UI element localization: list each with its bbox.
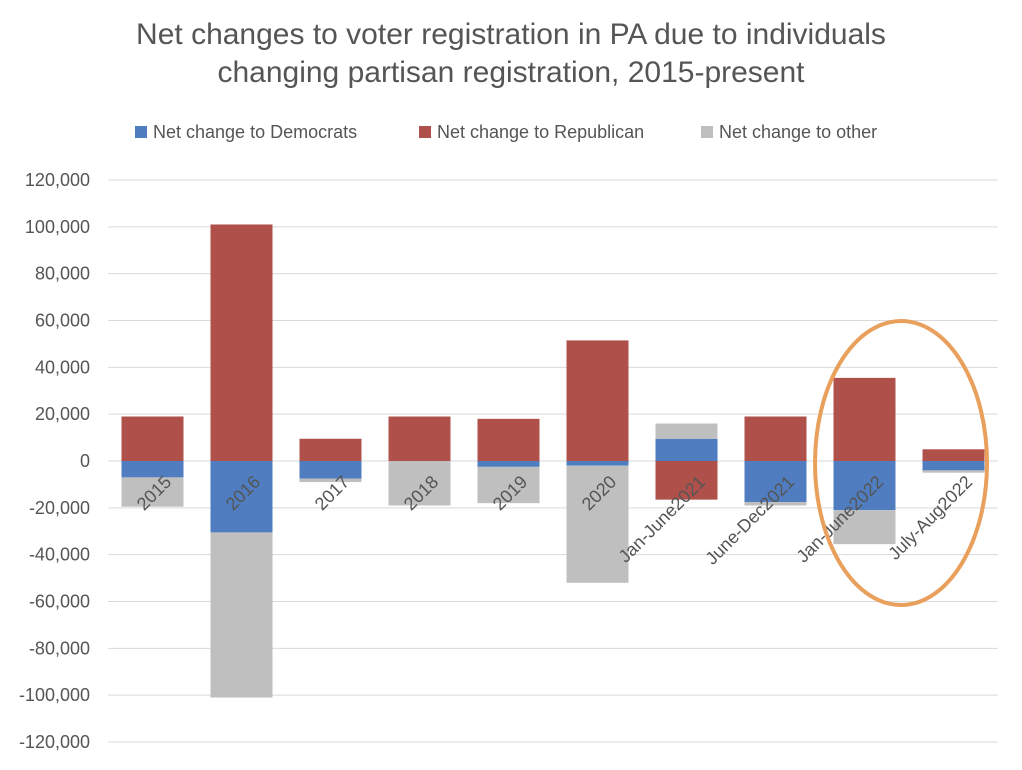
bar-other	[121, 477, 184, 507]
bar-republican	[566, 340, 629, 461]
annotations	[813, 319, 989, 607]
y-tick-label: -100,000	[19, 685, 90, 705]
legend-label-other: Net change to other	[719, 121, 878, 142]
legend-item-other: Net change to other	[701, 120, 877, 144]
bar-democrats	[744, 461, 807, 502]
bar-republican	[299, 438, 362, 461]
y-tick-label: -60,000	[29, 592, 90, 612]
bar-republican	[210, 224, 273, 461]
bar-republican	[744, 416, 807, 461]
legend-label-republican: Net change to Republican	[437, 121, 645, 142]
bar-other	[922, 470, 985, 473]
bar-republican	[655, 461, 718, 500]
y-tick-label: 80,000	[35, 264, 90, 284]
bar-other	[210, 532, 273, 698]
highlight-ellipse	[813, 319, 989, 607]
bar-republican	[388, 416, 451, 461]
bar-democrats	[566, 461, 629, 466]
bar-republican	[922, 449, 985, 461]
bar-other	[744, 501, 807, 506]
chart-title-line-1: Net changes to voter registration in PA …	[136, 18, 886, 51]
bars	[121, 224, 985, 698]
bar-republican	[121, 416, 184, 461]
legend-swatch-other	[701, 126, 713, 138]
y-tick-label: 0	[80, 451, 90, 471]
bar-republican	[477, 418, 540, 461]
bar-other	[388, 461, 451, 506]
y-tick-label: -40,000	[29, 545, 90, 565]
bar-other	[833, 510, 896, 545]
bar-democrats	[833, 461, 896, 511]
bar-other	[655, 423, 718, 439]
bar-republican	[833, 377, 896, 461]
y-axis-tick-labels: 120,000 100,000 80,000 60,000 40,000 20,000 0 -…	[19, 170, 90, 752]
bar-democrats	[477, 461, 540, 467]
chart-title: Net changes to voter registration in PA …	[0, 16, 1022, 92]
y-tick-label: 120,000	[25, 170, 90, 190]
legend: Net change to Democrats Net change to Re…	[0, 120, 1022, 144]
y-tick-label: -80,000	[29, 638, 90, 658]
legend-item-democrats: Net change to Democrats	[135, 120, 357, 144]
x-category-label: July-Aug2022	[884, 472, 976, 564]
chart-title-line-2: changing partisan registration, 2015-pre…	[217, 56, 805, 89]
bar-other	[477, 466, 540, 504]
y-tick-label: 60,000	[35, 311, 90, 331]
bar-democrats	[121, 461, 184, 478]
bar-democrats	[655, 438, 718, 461]
y-tick-label: -120,000	[19, 732, 90, 752]
legend-label-democrats: Net change to Democrats	[153, 121, 358, 142]
bar-other	[299, 478, 362, 483]
bar-democrats	[299, 461, 362, 479]
y-tick-label: 100,000	[25, 217, 90, 237]
bar-democrats	[210, 461, 273, 533]
legend-swatch-democrats	[135, 126, 147, 138]
bar-other	[566, 465, 629, 583]
bar-democrats	[922, 461, 985, 471]
y-tick-label: -20,000	[29, 498, 90, 518]
y-tick-label: 40,000	[35, 357, 90, 377]
legend-item-republican: Net change to Republican	[419, 120, 644, 144]
y-tick-label: 20,000	[35, 404, 90, 424]
legend-swatch-republican	[419, 126, 431, 138]
